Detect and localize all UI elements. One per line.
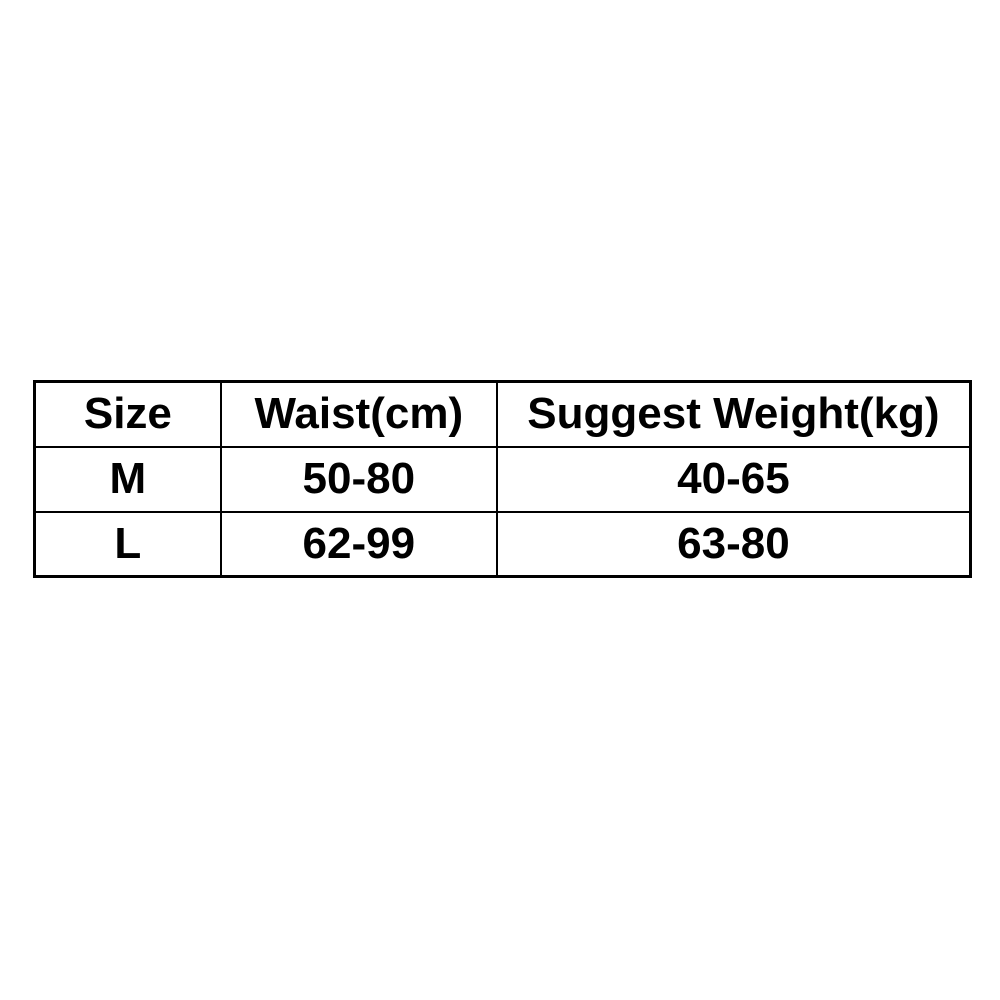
cell-size-l: L xyxy=(33,510,222,578)
header-row: Size Waist(cm) Suggest Weight(kg) xyxy=(33,380,972,448)
table-row-l: L 62-99 63-80 xyxy=(33,510,972,578)
table-row-m: M 50-80 40-65 xyxy=(33,445,972,513)
cell-weight-l: 63-80 xyxy=(495,510,972,578)
col-header-waist: Waist(cm) xyxy=(219,380,498,448)
col-header-suggest-weight: Suggest Weight(kg) xyxy=(495,380,972,448)
size-chart: Size Waist(cm) Suggest Weight(kg) M 50-8… xyxy=(33,380,972,578)
cell-waist-l: 62-99 xyxy=(219,510,498,578)
cell-weight-m: 40-65 xyxy=(495,445,972,513)
cell-size-m: M xyxy=(33,445,222,513)
col-header-size: Size xyxy=(33,380,222,448)
size-chart-table: Size Waist(cm) Suggest Weight(kg) M 50-8… xyxy=(33,380,972,578)
cell-waist-m: 50-80 xyxy=(219,445,498,513)
